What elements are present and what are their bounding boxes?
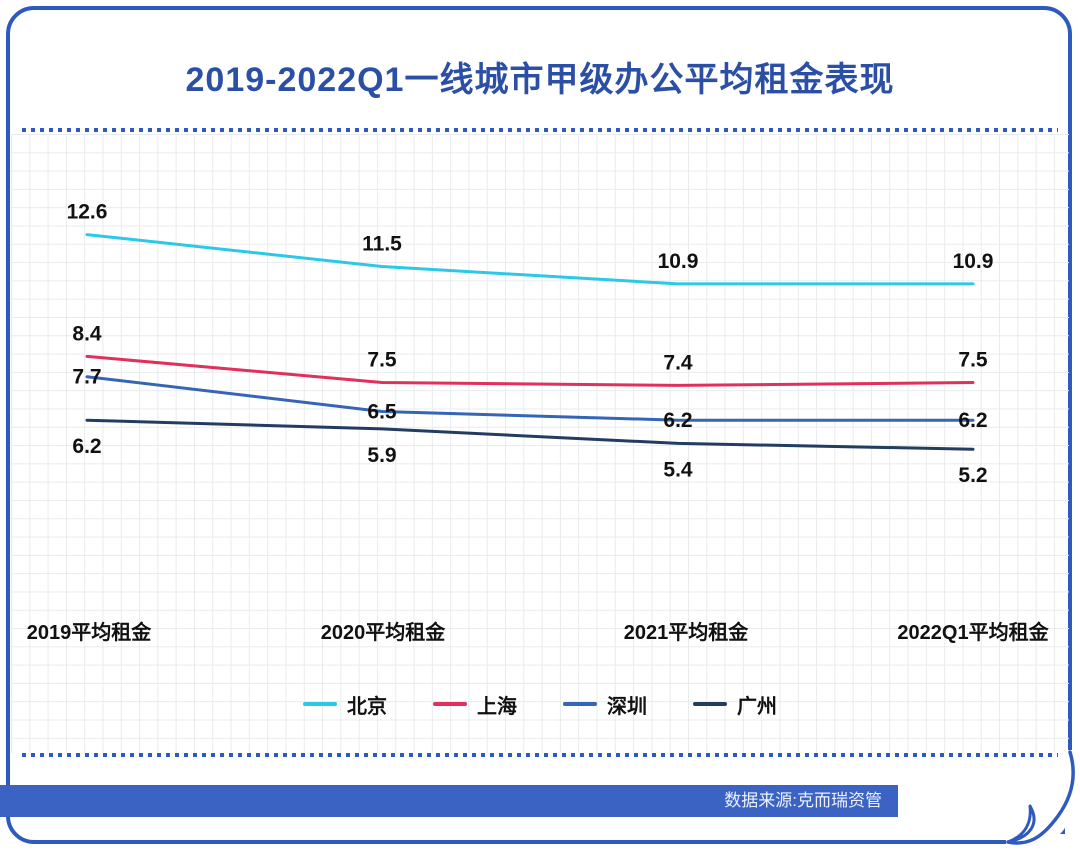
legend-label: 深圳 [607, 695, 647, 718]
legend-label: 广州 [737, 695, 777, 718]
x-axis-label: 2019平均租金 [26, 622, 152, 644]
legend-item-上海: 上海 [433, 690, 517, 719]
x-axis-label: 2022Q1平均租金 [897, 622, 1049, 644]
dotted-divider-bottom [22, 753, 1058, 757]
value-label-上海: 7.5 [958, 349, 988, 372]
x-axis-label: 2020平均租金 [320, 622, 446, 644]
page-curl-decoration [1006, 750, 1080, 856]
value-label-上海: 7.4 [663, 351, 693, 374]
legend-swatch [563, 702, 597, 706]
series-line-北京 [85, 233, 975, 286]
value-label-广州: 5.2 [958, 464, 987, 487]
value-label-深圳: 6.2 [958, 409, 987, 432]
value-label-深圳: 6.2 [663, 409, 692, 432]
legend-label: 上海 [477, 695, 517, 718]
value-label-广州: 6.2 [72, 435, 101, 458]
dotted-divider-top [22, 128, 1058, 132]
series-line-上海 [85, 354, 975, 387]
value-label-上海: 8.4 [72, 322, 102, 345]
page-title: 2019-2022Q1一线城市甲级办公平均租金表现 [185, 61, 895, 99]
value-label-广州: 5.9 [367, 444, 396, 467]
value-label-广州: 5.4 [663, 458, 693, 481]
legend-swatch [303, 702, 337, 706]
value-label-深圳: 7.7 [72, 366, 101, 389]
series-line-广州 [85, 418, 975, 451]
value-label-北京: 10.9 [953, 250, 994, 273]
legend-swatch [433, 702, 467, 706]
legend-item-深圳: 深圳 [563, 690, 647, 719]
legend-item-北京: 北京 [303, 690, 387, 719]
value-label-北京: 11.5 [362, 233, 402, 256]
series-line-深圳 [85, 375, 975, 422]
chart-legend: 北京 上海 深圳 广州 [0, 690, 1080, 718]
value-label-北京: 10.9 [658, 250, 699, 273]
value-label-北京: 12.6 [67, 201, 108, 224]
x-axis-label: 2021平均租金 [623, 622, 749, 644]
chart-grid-background [11, 134, 1069, 753]
legend-label: 北京 [347, 695, 387, 718]
data-source-banner: 数据来源:克而瑞资管 [0, 785, 898, 817]
legend-item-广州: 广州 [693, 690, 777, 719]
legend-swatch [693, 702, 727, 706]
value-label-深圳: 6.5 [367, 401, 397, 424]
value-label-上海: 7.5 [367, 349, 397, 372]
